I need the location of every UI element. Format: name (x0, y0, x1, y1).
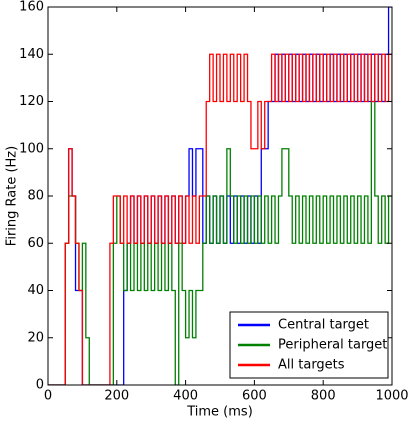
y-tick-label: 0 (36, 378, 44, 393)
x-tick-label: 800 (311, 389, 336, 404)
legend-label: All targets (278, 358, 345, 373)
x-tick-label: 400 (173, 389, 198, 404)
legend-label: Peripheral target (278, 338, 387, 353)
y-axis-label: Firing Rate (Hz) (5, 146, 20, 246)
x-tick-label: 200 (104, 389, 129, 404)
y-tick-label: 160 (19, 0, 44, 15)
y-tick-label: 20 (27, 330, 44, 345)
x-tick-label: 0 (44, 389, 52, 404)
series-line (48, 53, 392, 385)
y-tick-label: 80 (27, 189, 44, 204)
x-tick-label: 600 (242, 389, 267, 404)
x-tick-label: 1000 (375, 389, 408, 404)
y-tick-label: 140 (19, 47, 44, 62)
y-tick-label: 120 (19, 94, 44, 109)
legend-label: Central target (278, 318, 369, 333)
x-axis-label: Time (ms) (186, 405, 253, 420)
y-tick-label: 40 (27, 283, 44, 298)
y-tick-label: 100 (19, 141, 44, 156)
y-tick-label: 60 (27, 236, 44, 251)
